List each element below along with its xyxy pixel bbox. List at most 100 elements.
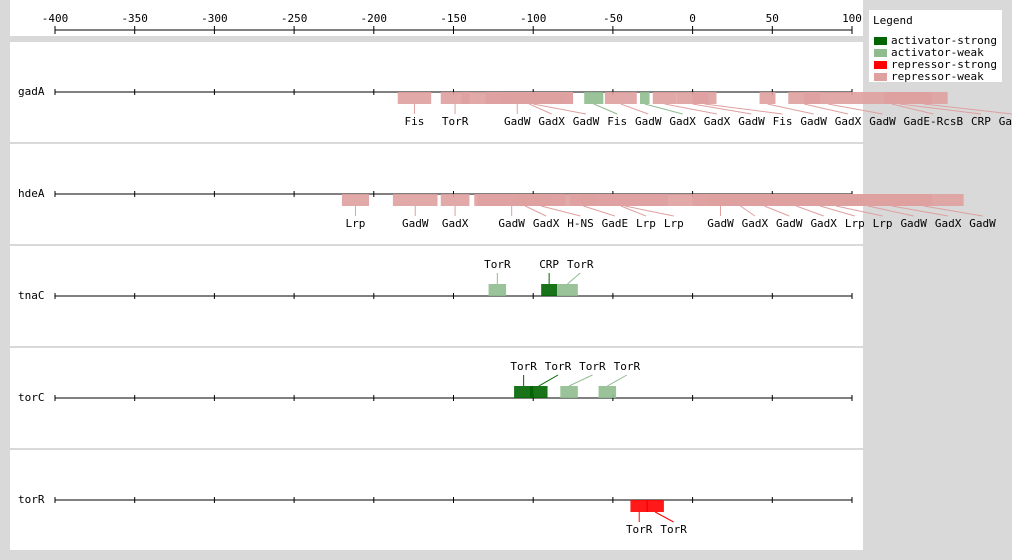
site-label: TorR	[442, 115, 469, 128]
site-label: CRP	[971, 115, 991, 128]
legend-label: activator-weak	[891, 46, 984, 59]
binding-site	[530, 386, 548, 398]
site-label: GadW	[800, 115, 827, 128]
legend-label: activator-strong	[891, 34, 997, 47]
legend-label: repressor-weak	[891, 70, 984, 83]
binding-site	[560, 386, 578, 398]
site-label: Lrp	[873, 217, 893, 230]
leader-line	[567, 272, 581, 285]
axis-tick-label: -300	[201, 12, 228, 25]
site-label: GadW	[738, 115, 765, 128]
site-label: Lrp	[664, 217, 684, 230]
leader-line	[704, 103, 783, 115]
axis-tick-label: -50	[603, 12, 623, 25]
legend-swatch	[874, 37, 887, 45]
leader-line	[525, 205, 547, 217]
leader-line	[891, 205, 949, 217]
leader-line	[764, 205, 790, 217]
legend-swatch	[874, 73, 887, 81]
site-label: GadX	[835, 115, 862, 128]
site-label: GadX	[538, 115, 565, 128]
binding-site	[598, 386, 617, 398]
site-label: TorR	[567, 258, 594, 271]
leader-line	[740, 205, 756, 217]
binding-site	[604, 92, 637, 104]
site-label: TorR	[626, 523, 653, 536]
binding-site	[392, 194, 438, 206]
binding-site	[581, 194, 669, 206]
gene-name: gadA	[18, 85, 45, 98]
legend-swatch	[874, 61, 887, 69]
site-label: GadW	[504, 115, 531, 128]
leader-line	[529, 103, 552, 115]
leader-line	[804, 103, 849, 115]
binding-site	[630, 500, 648, 512]
leader-line	[819, 205, 855, 217]
site-label: GadE-RcsB	[904, 115, 964, 128]
site-label: GadW	[869, 115, 896, 128]
site-label: TorR	[510, 360, 537, 373]
binding-site	[517, 194, 566, 206]
site-label: GadW	[776, 217, 803, 230]
binding-site	[639, 92, 650, 104]
site-label: GadE	[602, 217, 629, 230]
leader-line	[654, 511, 674, 523]
site-label: TorR	[484, 258, 511, 271]
binding-site	[692, 92, 717, 104]
site-label: GadX	[742, 217, 769, 230]
site-label: GadX	[704, 115, 731, 128]
site-label: H-NS	[567, 217, 594, 230]
site-label: GadW	[635, 115, 662, 128]
site-label: GadX	[935, 217, 962, 230]
leader-line	[538, 374, 559, 387]
site-label: GadW	[999, 115, 1012, 128]
leader-line	[891, 103, 934, 115]
leader-line	[899, 103, 982, 115]
site-label: Lrp	[845, 217, 865, 230]
site-label: Lrp	[636, 217, 656, 230]
legend-swatch	[874, 49, 887, 57]
site-label: GadW	[969, 217, 996, 230]
leader-line	[796, 205, 824, 217]
gene-name: torC	[18, 391, 45, 404]
legend-box	[869, 10, 1002, 82]
site-label: TorR	[579, 360, 606, 373]
site-label: TorR	[660, 523, 687, 536]
leader-line	[607, 374, 628, 387]
axis-tick-label: 100	[842, 12, 862, 25]
axis-tick-label: -100	[520, 12, 547, 25]
binding-site	[397, 92, 432, 104]
site-label: GadX	[533, 217, 560, 230]
leader-line	[835, 205, 883, 217]
binding-site	[804, 92, 852, 104]
site-label: GadW	[402, 217, 429, 230]
leader-line	[620, 103, 649, 115]
leader-line	[568, 374, 593, 387]
leader-line	[923, 103, 1012, 115]
site-label: GadX	[810, 217, 837, 230]
leader-line	[624, 205, 674, 217]
axis-tick-label: -400	[42, 12, 69, 25]
leader-line	[541, 205, 581, 217]
legend-label: repressor-strong	[891, 58, 997, 71]
site-label: Lrp	[346, 217, 366, 230]
site-label: GadW	[900, 217, 927, 230]
site-label: GadW	[573, 115, 600, 128]
leader-line	[867, 205, 914, 217]
binding-site	[440, 194, 470, 206]
leader-line	[692, 103, 752, 115]
site-label: Fis	[773, 115, 793, 128]
binding-site	[514, 386, 534, 398]
axis-tick-label: -150	[440, 12, 467, 25]
binding-site	[652, 92, 677, 104]
legend-title: Legend	[873, 14, 913, 27]
binding-site	[557, 284, 578, 296]
leader-line	[664, 103, 718, 115]
leader-line	[593, 103, 618, 115]
leader-line	[767, 103, 814, 115]
binding-site	[883, 194, 964, 206]
gene-name: tnaC	[18, 289, 45, 302]
site-label: Fis	[405, 115, 425, 128]
